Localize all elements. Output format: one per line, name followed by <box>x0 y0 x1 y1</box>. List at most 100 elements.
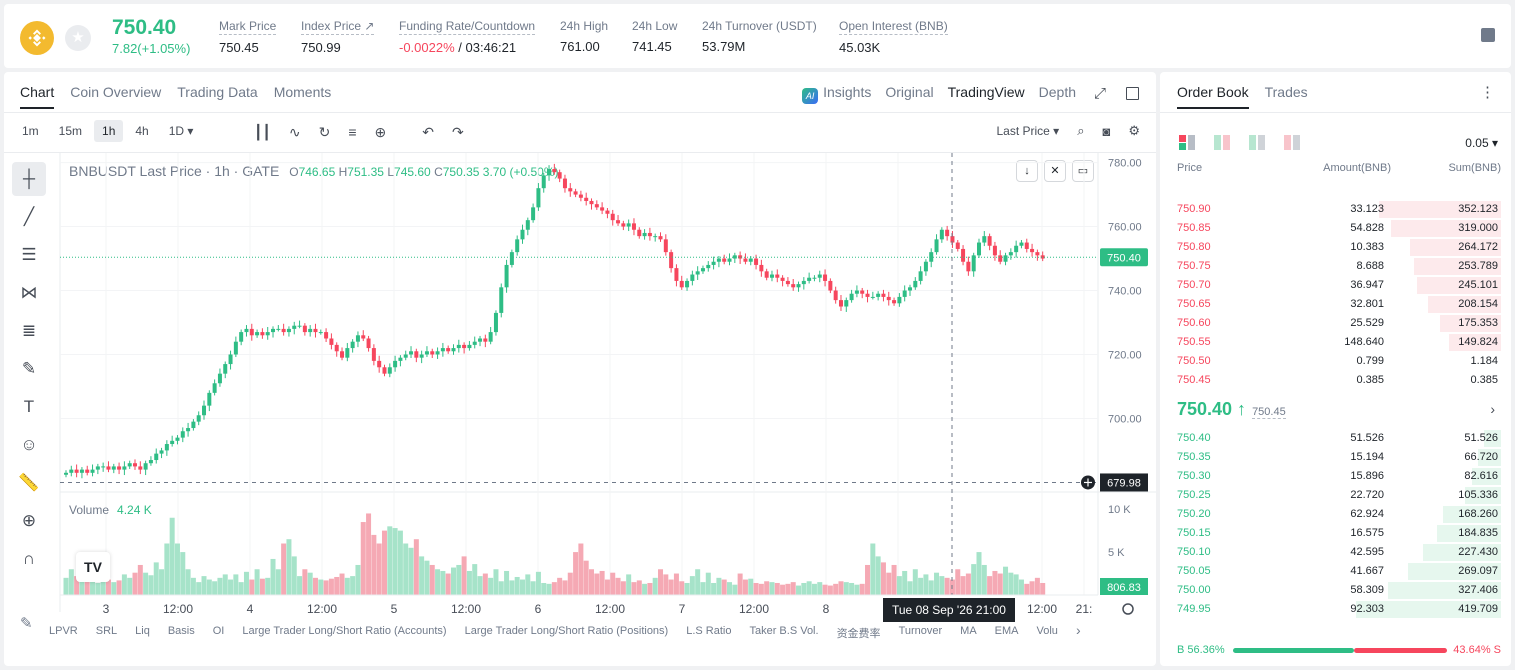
fib-icon[interactable]: ≣ <box>21 321 37 340</box>
replay-icon[interactable]: ↻ <box>318 124 331 140</box>
indicator-item[interactable]: LPVR <box>49 625 78 637</box>
volume-bar <box>907 581 913 595</box>
indicator-item[interactable]: Large Trader Long/Short Ratio (Accounts) <box>242 625 447 637</box>
volume-bar <box>307 572 313 595</box>
indicator-item[interactable]: MA <box>960 625 977 637</box>
bid-row[interactable]: 750.10 42.595 227.430 <box>1160 543 1511 562</box>
magnet-icon[interactable]: ∩ <box>22 549 36 568</box>
bid-row[interactable]: 750.05 41.667 269.097 <box>1160 562 1511 581</box>
stat-index-price[interactable]: Index Price ↗ 750.99 <box>301 18 375 55</box>
camera-icon[interactable]: ◙ <box>1102 123 1111 139</box>
brush-icon[interactable]: ✎ <box>21 359 37 378</box>
interval-1m[interactable]: 1m <box>22 124 39 138</box>
volume-bar <box>519 579 525 595</box>
book-icon[interactable] <box>1481 28 1495 42</box>
interval-4h[interactable]: 4h <box>135 124 149 138</box>
stat-open-interest[interactable]: Open Interest (BNB) 45.03K <box>839 18 948 55</box>
ask-row[interactable]: 750.55 148.640 149.824 <box>1160 333 1511 352</box>
interval-1h[interactable]: 1h <box>94 120 124 142</box>
candlestick-chart[interactable]: 780.00 760.00 740.00 720.00 700.00 3 12:00 4 12:… <box>4 72 1156 666</box>
bid-row[interactable]: 750.35 15.194 66.720 <box>1160 448 1511 467</box>
tab-trading-data[interactable]: Trading Data <box>177 84 258 100</box>
search-icon[interactable]: ⌕ <box>1077 123 1085 138</box>
bid-row[interactable]: 750.15 16.575 184.835 <box>1160 524 1511 543</box>
ruler-icon[interactable]: 📏 <box>18 473 40 492</box>
indicators-icon[interactable]: ∿ <box>288 124 301 140</box>
collapse-icon[interactable]: ✕ <box>1044 160 1066 182</box>
chevron-right-icon[interactable]: › <box>1075 622 1081 638</box>
bid-row[interactable]: 750.40 51.526 51.526 <box>1160 429 1511 448</box>
expand-icon[interactable]: ⤢ <box>1094 85 1107 102</box>
indicator-item[interactable]: Turnover <box>898 625 943 637</box>
view-both-icon[interactable] <box>1179 135 1196 150</box>
view-split-icon[interactable] <box>1214 135 1231 150</box>
gear-icon[interactable]: ⚙ <box>1128 123 1140 138</box>
view-asks-icon[interactable] <box>1284 135 1301 150</box>
bid-row[interactable]: 750.30 15.896 82.616 <box>1160 467 1511 486</box>
text-icon[interactable]: T <box>23 397 35 416</box>
arrow-down-icon[interactable]: ↓ <box>1016 160 1038 182</box>
undo-icon[interactable]: ↶ <box>422 124 434 140</box>
x-tick-label: 4 <box>247 602 254 616</box>
bid-row[interactable]: 750.00 58.309 327.406 <box>1160 581 1511 600</box>
ask-row[interactable]: 750.60 25.529 175.353 <box>1160 314 1511 333</box>
bid-row[interactable]: 750.25 22.720 105.336 <box>1160 486 1511 505</box>
stat-funding-rate[interactable]: Funding Rate/Countdown -0.0022% / 03:46:… <box>399 18 536 55</box>
templates-icon[interactable]: ≡ <box>348 124 357 140</box>
tab-order-book[interactable]: Order Book <box>1177 84 1249 109</box>
tick-size-dropdown[interactable]: 0.05 ▾ <box>1465 136 1498 150</box>
redo-icon[interactable]: ↷ <box>451 124 464 140</box>
indicator-item[interactable]: OI <box>212 625 225 637</box>
indicator-item[interactable]: L.S Ratio <box>686 625 732 637</box>
mid-price[interactable]: 750.40 ↑ 750.45 <box>1177 399 1286 420</box>
zoom-in-icon[interactable]: ⊕ <box>21 511 37 530</box>
crosshair-icon[interactable]: ┼ <box>12 162 46 196</box>
pattern-icon[interactable]: ⋈ <box>20 283 38 302</box>
bid-row[interactable]: 749.95 92.303 419.709 <box>1160 600 1511 619</box>
ask-row[interactable]: 750.65 32.801 208.154 <box>1160 295 1511 314</box>
indicator-item[interactable]: Taker B.S Vol. <box>749 625 819 637</box>
ask-row[interactable]: 750.90 33.123 352.123 <box>1160 200 1511 219</box>
candle-type-icon[interactable]: ┃┃ <box>254 124 271 140</box>
tab-insights[interactable]: AI Insights <box>802 84 871 104</box>
tab-original[interactable]: Original <box>885 84 934 100</box>
indicator-item[interactable]: Volu <box>1036 625 1058 637</box>
indicator-item[interactable]: SRL <box>95 625 118 637</box>
emoji-icon[interactable]: ☺ <box>20 435 38 454</box>
indicator-item[interactable]: 资金费率 <box>836 628 881 640</box>
indicator-item[interactable]: Liq <box>135 625 150 637</box>
favorite-star-icon[interactable]: ★ <box>65 25 91 51</box>
volume-bar <box>822 584 828 595</box>
x-tick-label: 12:00 <box>739 602 769 616</box>
ask-row[interactable]: 750.80 10.383 264.172 <box>1160 238 1511 257</box>
tab-moments[interactable]: Moments <box>273 84 332 100</box>
more-icon[interactable]: ⋮ <box>1480 84 1495 101</box>
horizontal-lines-icon[interactable]: ☰ <box>21 245 37 264</box>
indicator-item[interactable]: EMA <box>994 625 1019 637</box>
ask-row[interactable]: 750.50 0.799 1.184 <box>1160 352 1511 371</box>
add-indicator-icon[interactable]: ⊕ <box>374 124 387 140</box>
paint-icon[interactable]: ✎ <box>20 615 33 632</box>
interval-15m[interactable]: 15m <box>58 124 83 138</box>
tab-tradingview[interactable]: TradingView <box>947 84 1025 100</box>
chevron-right-icon[interactable]: › <box>1490 401 1495 417</box>
ask-row[interactable]: 750.70 36.947 245.101 <box>1160 276 1511 295</box>
ask-sum: 149.824 <box>1458 336 1498 348</box>
maximize-icon[interactable]: ▭ <box>1072 160 1094 182</box>
trend-line-icon[interactable]: ╱ <box>23 207 35 226</box>
ask-row[interactable]: 750.45 0.385 0.385 <box>1160 371 1511 390</box>
bid-row[interactable]: 750.20 62.924 168.260 <box>1160 505 1511 524</box>
tab-coin-overview[interactable]: Coin Overview <box>70 84 162 100</box>
tab-depth[interactable]: Depth <box>1038 84 1076 100</box>
interval-1d-dropdown[interactable]: 1D ▾ <box>168 124 194 138</box>
tab-chart[interactable]: Chart <box>20 84 55 109</box>
stat-mark-price[interactable]: Mark Price 750.45 <box>219 18 277 55</box>
ask-row[interactable]: 750.75 8.688 253.789 <box>1160 257 1511 276</box>
view-bids-icon[interactable] <box>1249 135 1266 150</box>
window-icon[interactable] <box>1126 87 1139 100</box>
indicator-item[interactable]: Large Trader Long/Short Ratio (Positions… <box>464 625 669 637</box>
tab-trades[interactable]: Trades <box>1264 84 1308 100</box>
price-type-dropdown[interactable]: Last Price ▾ <box>996 124 1060 138</box>
indicator-item[interactable]: Basis <box>167 625 195 637</box>
ask-row[interactable]: 750.85 54.828 319.000 <box>1160 219 1511 238</box>
